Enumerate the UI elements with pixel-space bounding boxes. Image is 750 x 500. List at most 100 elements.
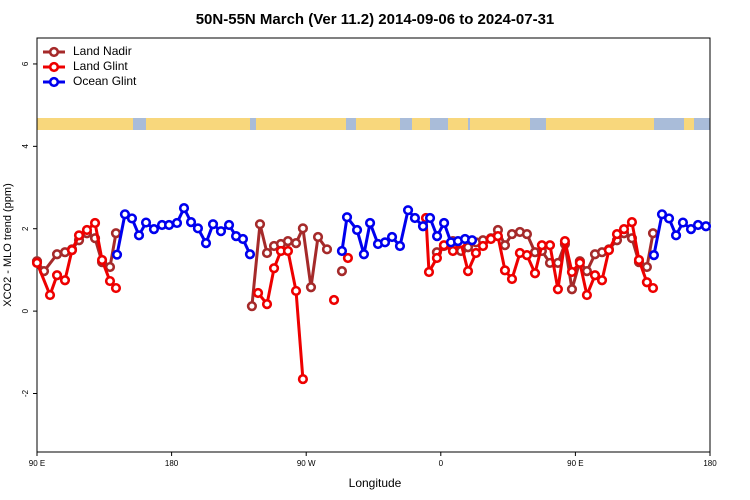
data-point <box>336 266 348 277</box>
data-point <box>641 261 652 273</box>
data-point <box>581 289 593 301</box>
data-point <box>566 284 578 295</box>
x-tick-label: 90 E <box>567 459 583 468</box>
data-point <box>589 270 601 281</box>
data-point <box>81 224 93 236</box>
data-point <box>200 238 212 249</box>
legend-marker <box>48 61 60 73</box>
data-point <box>431 252 443 264</box>
data-point <box>282 235 294 247</box>
data-point <box>470 247 482 259</box>
y-tick-label: 4 <box>21 144 30 149</box>
data-point <box>364 217 376 229</box>
legend-label: Land Glint <box>73 59 128 73</box>
data-point <box>559 235 571 247</box>
y-tick-label: -2 <box>21 389 30 397</box>
data-point <box>111 249 123 260</box>
x-tick-label: 180 <box>165 459 179 468</box>
data-point <box>466 235 478 246</box>
data-point <box>312 231 324 243</box>
data-point <box>148 224 160 235</box>
data-point <box>261 247 273 259</box>
data-point <box>31 257 43 269</box>
data-point <box>290 238 302 249</box>
data-point <box>268 263 280 274</box>
data-point <box>544 240 556 251</box>
data-point <box>402 205 414 216</box>
data-point <box>207 219 219 230</box>
data-point <box>529 268 541 279</box>
land-mask-strip <box>37 118 710 130</box>
data-point <box>521 249 533 261</box>
data-point <box>171 217 183 229</box>
data-point <box>51 270 63 281</box>
legend-marker <box>48 76 60 88</box>
data-point <box>506 273 518 285</box>
data-point <box>89 217 101 229</box>
data-point <box>603 245 615 256</box>
plot-frame <box>36 37 711 453</box>
data-point <box>185 217 197 228</box>
data-point <box>386 231 398 243</box>
data-point <box>394 240 406 252</box>
data-point <box>140 217 152 228</box>
data-point <box>626 217 638 228</box>
data-point <box>336 245 348 257</box>
data-point <box>521 228 533 240</box>
y-tick-label: 0 <box>21 308 30 313</box>
data-point <box>51 249 63 260</box>
data-point <box>358 249 370 260</box>
x-tick-label: 0 <box>439 459 444 468</box>
data-point <box>305 282 317 293</box>
data-point <box>536 240 547 251</box>
data-point <box>677 217 689 228</box>
data-point <box>341 212 353 223</box>
data-point <box>351 224 363 236</box>
data-point <box>462 242 474 253</box>
data-point <box>447 245 459 257</box>
data-point <box>566 266 578 278</box>
data-point <box>297 373 309 385</box>
data-point <box>66 245 78 256</box>
data-point <box>552 284 564 295</box>
data-point <box>438 217 450 229</box>
data-point <box>110 282 122 294</box>
data-point <box>431 231 443 242</box>
data-point <box>223 219 235 231</box>
data-point <box>44 289 56 301</box>
data-point <box>119 209 131 220</box>
chart-title: 50N-55N March (Ver 11.2) 2014-09-06 to 2… <box>196 11 555 28</box>
data-point <box>685 224 697 235</box>
data-point <box>670 230 682 241</box>
data-point <box>133 230 145 241</box>
data-point <box>423 266 435 278</box>
data-point <box>110 228 122 239</box>
y-axis-label: XCO2 - MLO trend (ppm) <box>2 183 14 306</box>
data-point <box>499 240 511 251</box>
x-tick-label: 180 <box>703 459 717 468</box>
data-point <box>328 294 340 306</box>
data-point <box>237 233 249 245</box>
data-point <box>417 221 429 232</box>
x-axis-label: Longitude <box>349 476 402 490</box>
data-point <box>656 209 668 220</box>
data-point <box>581 266 593 277</box>
data-point <box>104 275 116 287</box>
data-point <box>244 249 256 260</box>
data-point <box>178 203 190 214</box>
data-point <box>692 219 704 231</box>
data-point <box>73 230 85 241</box>
data-point <box>499 265 511 276</box>
data-point <box>59 275 71 286</box>
data-point <box>297 223 309 234</box>
data-point <box>477 240 489 252</box>
data-point <box>104 261 116 273</box>
data-point <box>641 277 652 288</box>
data-point <box>633 254 645 266</box>
data-point <box>700 221 712 232</box>
data-point <box>492 231 504 242</box>
legend-label: Land Nadir <box>73 44 132 58</box>
data-point <box>282 245 294 257</box>
data-point <box>254 219 266 230</box>
